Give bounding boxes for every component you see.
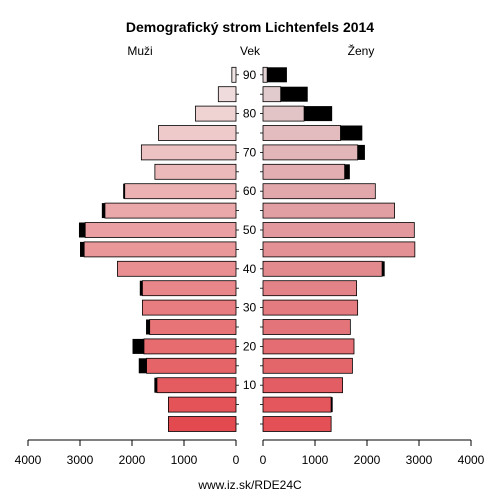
men-bar-45-49 — [83, 241, 237, 258]
age-tick-label: 70 — [243, 145, 257, 159]
age-tick-label: 30 — [243, 301, 257, 315]
women-excess-90- — [267, 67, 287, 83]
men-x-tick-label: 3000 — [67, 453, 94, 467]
women-bar-20-24 — [262, 338, 355, 355]
women-bar-80-84 — [262, 105, 305, 122]
men-excess-60-64 — [123, 183, 125, 199]
age-tick-label: 90 — [243, 68, 257, 82]
axes-group: 10 20 30 40 50 60 70 80 90 4000 3000 2000 1000 0 0 1000… — [15, 68, 485, 467]
women-bar-65-69 — [262, 163, 346, 180]
women-bar-55-59 — [262, 202, 395, 219]
age-tick-label: 10 — [243, 378, 257, 392]
men-x-tick-label: 0 — [233, 453, 240, 467]
age-tick-label: 60 — [243, 184, 257, 198]
men-x-tick-label: 1000 — [171, 453, 198, 467]
men-bar-0-4 — [167, 416, 237, 432]
women-x-tick-label: 0 — [260, 453, 267, 467]
men-excess-10-14 — [154, 377, 157, 393]
women-bar-35-39 — [262, 280, 357, 297]
women-excess-80-84 — [304, 106, 333, 122]
age-tick-label: 50 — [243, 223, 257, 237]
men-bar-15-19 — [146, 357, 237, 374]
men-bar-25-29 — [149, 319, 237, 335]
men-x-tick-label: 4000 — [15, 453, 42, 467]
men-bar-55-59 — [104, 202, 237, 219]
women-bar-90- — [262, 66, 268, 83]
women-excess-70-74 — [357, 144, 365, 160]
men-bar-50-54 — [84, 222, 237, 238]
men-bar-80-84 — [195, 105, 237, 122]
men-bar-65-69 — [154, 163, 237, 180]
women-bar-40-44 — [262, 260, 383, 277]
women-label: Ženy — [348, 43, 375, 58]
men-excess-20-24 — [132, 338, 144, 354]
men-excess-15-19 — [138, 358, 147, 374]
men-bar-60-64 — [124, 183, 237, 200]
women-bar-25-29 — [262, 319, 351, 335]
men-bar-30-34 — [141, 299, 237, 316]
men-bar-35-39 — [141, 280, 237, 297]
men-bar-90- — [231, 66, 237, 83]
men-bar-10-14 — [156, 377, 237, 394]
women-bar-60-64 — [262, 183, 376, 200]
women-bar-30-34 — [262, 299, 359, 316]
women-excess-5-9 — [331, 397, 333, 413]
age-tick-label: 40 — [243, 262, 257, 276]
women-x-tick-label: 1000 — [302, 453, 329, 467]
footer-url: www.iz.sk/RDE24C — [197, 478, 302, 492]
women-x-tick-label: 2000 — [354, 453, 381, 467]
age-label: Vek — [240, 44, 261, 58]
women-x-tick-label: 3000 — [406, 453, 433, 467]
women-x-tick-label: 4000 — [458, 453, 485, 467]
men-excess-35-39 — [139, 280, 143, 296]
men-excess-50-54 — [78, 222, 86, 238]
women-excess-65-69 — [344, 164, 350, 180]
women-bar-75-79 — [262, 125, 341, 141]
chart-title: Demografický strom Lichtenfels 2014 — [126, 19, 374, 35]
women-bar-5-9 — [262, 396, 332, 413]
women-bar-85-89 — [262, 86, 282, 103]
women-bar-50-54 — [262, 222, 415, 238]
women-bar-0-4 — [262, 416, 332, 432]
women-bar-70-74 — [262, 144, 359, 161]
men-excess-45-49 — [80, 241, 85, 257]
age-tick-label: 20 — [243, 339, 257, 353]
men-bar-70-74 — [140, 144, 237, 161]
women-bar-15-19 — [262, 357, 353, 374]
men-excess-55-59 — [101, 203, 105, 219]
men-label: Muži — [127, 44, 152, 58]
women-excess-40-44 — [382, 261, 385, 277]
men-x-tick-label: 2000 — [119, 453, 146, 467]
men-bar-5-9 — [167, 396, 237, 413]
men-bar-75-79 — [158, 125, 237, 141]
women-bar-45-49 — [262, 241, 416, 258]
women-excess-85-89 — [280, 86, 308, 102]
men-bar-40-44 — [117, 260, 237, 277]
women-excess-75-79 — [340, 125, 363, 141]
age-tick-label: 80 — [243, 107, 257, 121]
men-bar-20-24 — [143, 338, 237, 355]
men-excess-25-29 — [146, 319, 150, 335]
men-bar-85-89 — [217, 86, 237, 103]
women-bar-10-14 — [262, 377, 343, 394]
bars-group — [78, 66, 416, 432]
